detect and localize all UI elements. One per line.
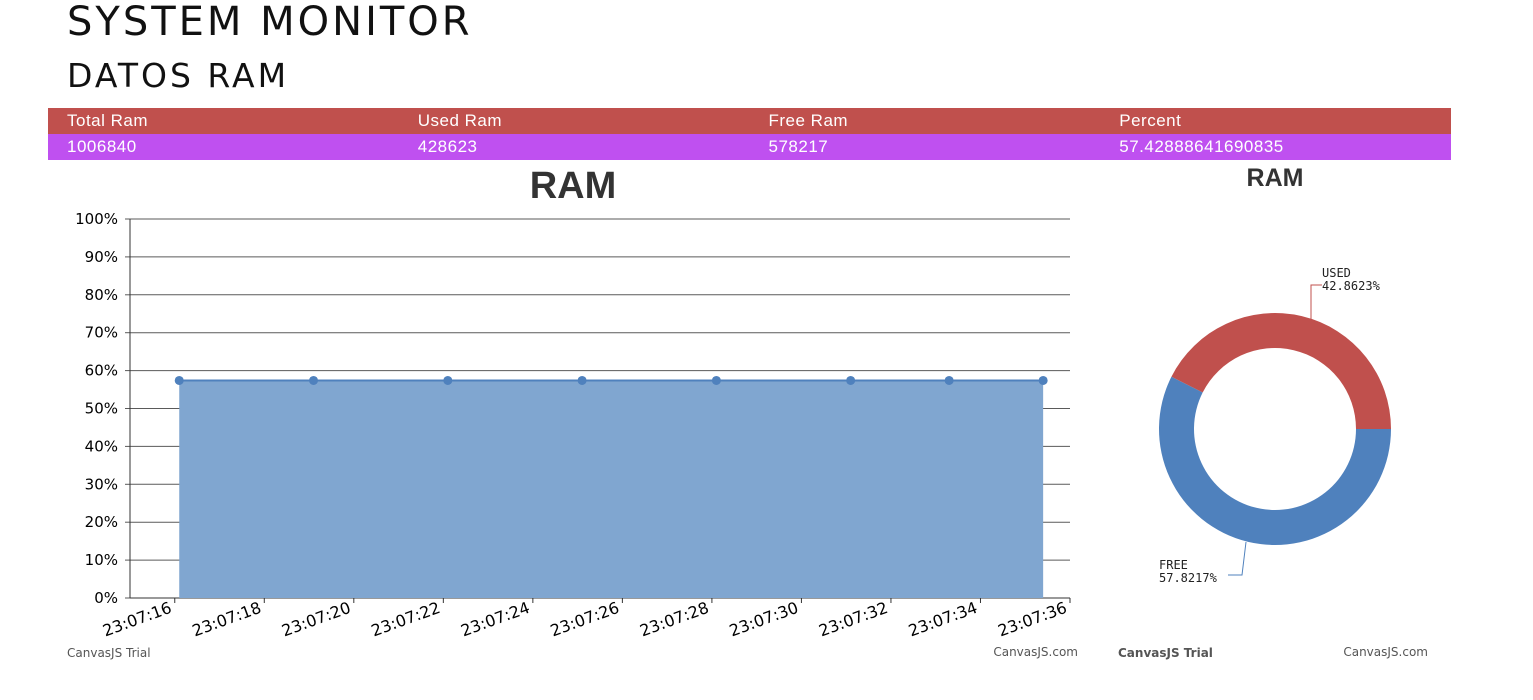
x-tick-label: 23:07:34: [906, 598, 980, 640]
area-chart-title: RAM: [530, 165, 617, 207]
y-tick-label: 50%: [85, 400, 118, 418]
x-tick-label: 23:07:20: [279, 598, 353, 640]
x-tick-label: 23:07:18: [190, 598, 264, 640]
x-tick-label: 23:07:28: [637, 598, 711, 640]
pie-slice-free[interactable]: [1159, 376, 1391, 545]
pie-label-name: FREE: [1159, 558, 1188, 572]
area-series: [179, 380, 1044, 598]
data-point[interactable]: [577, 375, 587, 385]
pie-label-connector: [1228, 541, 1247, 576]
pie-chart-title: RAM: [1247, 164, 1304, 192]
table-row: 1006840 428623 578217 57.42888641690835: [48, 134, 1451, 160]
y-tick-label: 60%: [85, 362, 118, 380]
y-tick-label: 100%: [75, 210, 118, 228]
col-total-ram: Total Ram: [67, 111, 149, 130]
ram-table: Total Ram Used Ram Free Ram Percent 1006…: [48, 108, 1451, 160]
y-tick-label: 30%: [85, 475, 118, 493]
x-tick-label: 23:07:26: [548, 598, 622, 640]
data-point[interactable]: [309, 375, 319, 385]
y-tick-label: 10%: [85, 551, 118, 569]
col-free-ram: Free Ram: [768, 111, 849, 130]
y-tick-label: 80%: [85, 286, 118, 304]
pie-credit-right[interactable]: CanvasJS.com: [1343, 645, 1428, 659]
y-tick-label: 40%: [85, 437, 118, 455]
pie-credit-left[interactable]: CanvasJS Trial: [1118, 646, 1213, 660]
x-tick-label: 23:07:22: [369, 598, 443, 640]
x-tick-label: 23:07:30: [727, 598, 801, 640]
y-tick-label: 0%: [94, 589, 118, 607]
page-title: SYSTEM MONITOR: [67, 0, 473, 45]
y-tick-label: 70%: [85, 324, 118, 342]
data-point[interactable]: [1038, 375, 1048, 385]
pie-label-value: 42.8623%: [1322, 279, 1381, 293]
data-point[interactable]: [944, 375, 954, 385]
x-tick-label: 23:07:32: [816, 598, 890, 640]
section-title: DATOS RAM: [67, 56, 290, 95]
pie-label-value: 57.8217%: [1159, 571, 1218, 585]
value-used-ram: 428623: [417, 137, 478, 156]
x-tick-label: 23:07:36: [995, 598, 1069, 640]
col-used-ram: Used Ram: [417, 111, 503, 130]
x-tick-label: 23:07:24: [458, 598, 532, 640]
y-tick-label: 20%: [85, 513, 118, 531]
pie-label-connector: [1310, 284, 1322, 326]
area-credit-right[interactable]: CanvasJS.com: [993, 645, 1078, 659]
table-header-row: Total Ram Used Ram Free Ram Percent: [48, 108, 1451, 134]
value-free-ram: 578217: [768, 137, 829, 156]
col-percent: Percent: [1119, 111, 1182, 130]
value-total-ram: 1006840: [67, 137, 137, 156]
data-point[interactable]: [174, 375, 184, 385]
data-point[interactable]: [711, 375, 721, 385]
data-point[interactable]: [443, 375, 453, 385]
pie-label-name: USED: [1322, 266, 1351, 280]
area-credit-left[interactable]: CanvasJS Trial: [67, 646, 151, 660]
area-chart: 0% 10% 20% 30% 40% 50% 60% 70% 80% 90% 100% 23:07:1…: [75, 210, 1071, 640]
y-tick-label: 90%: [85, 248, 118, 266]
value-percent: 57.42888641690835: [1119, 137, 1284, 156]
data-point[interactable]: [846, 375, 856, 385]
pie-slice-used[interactable]: [1171, 312, 1391, 429]
